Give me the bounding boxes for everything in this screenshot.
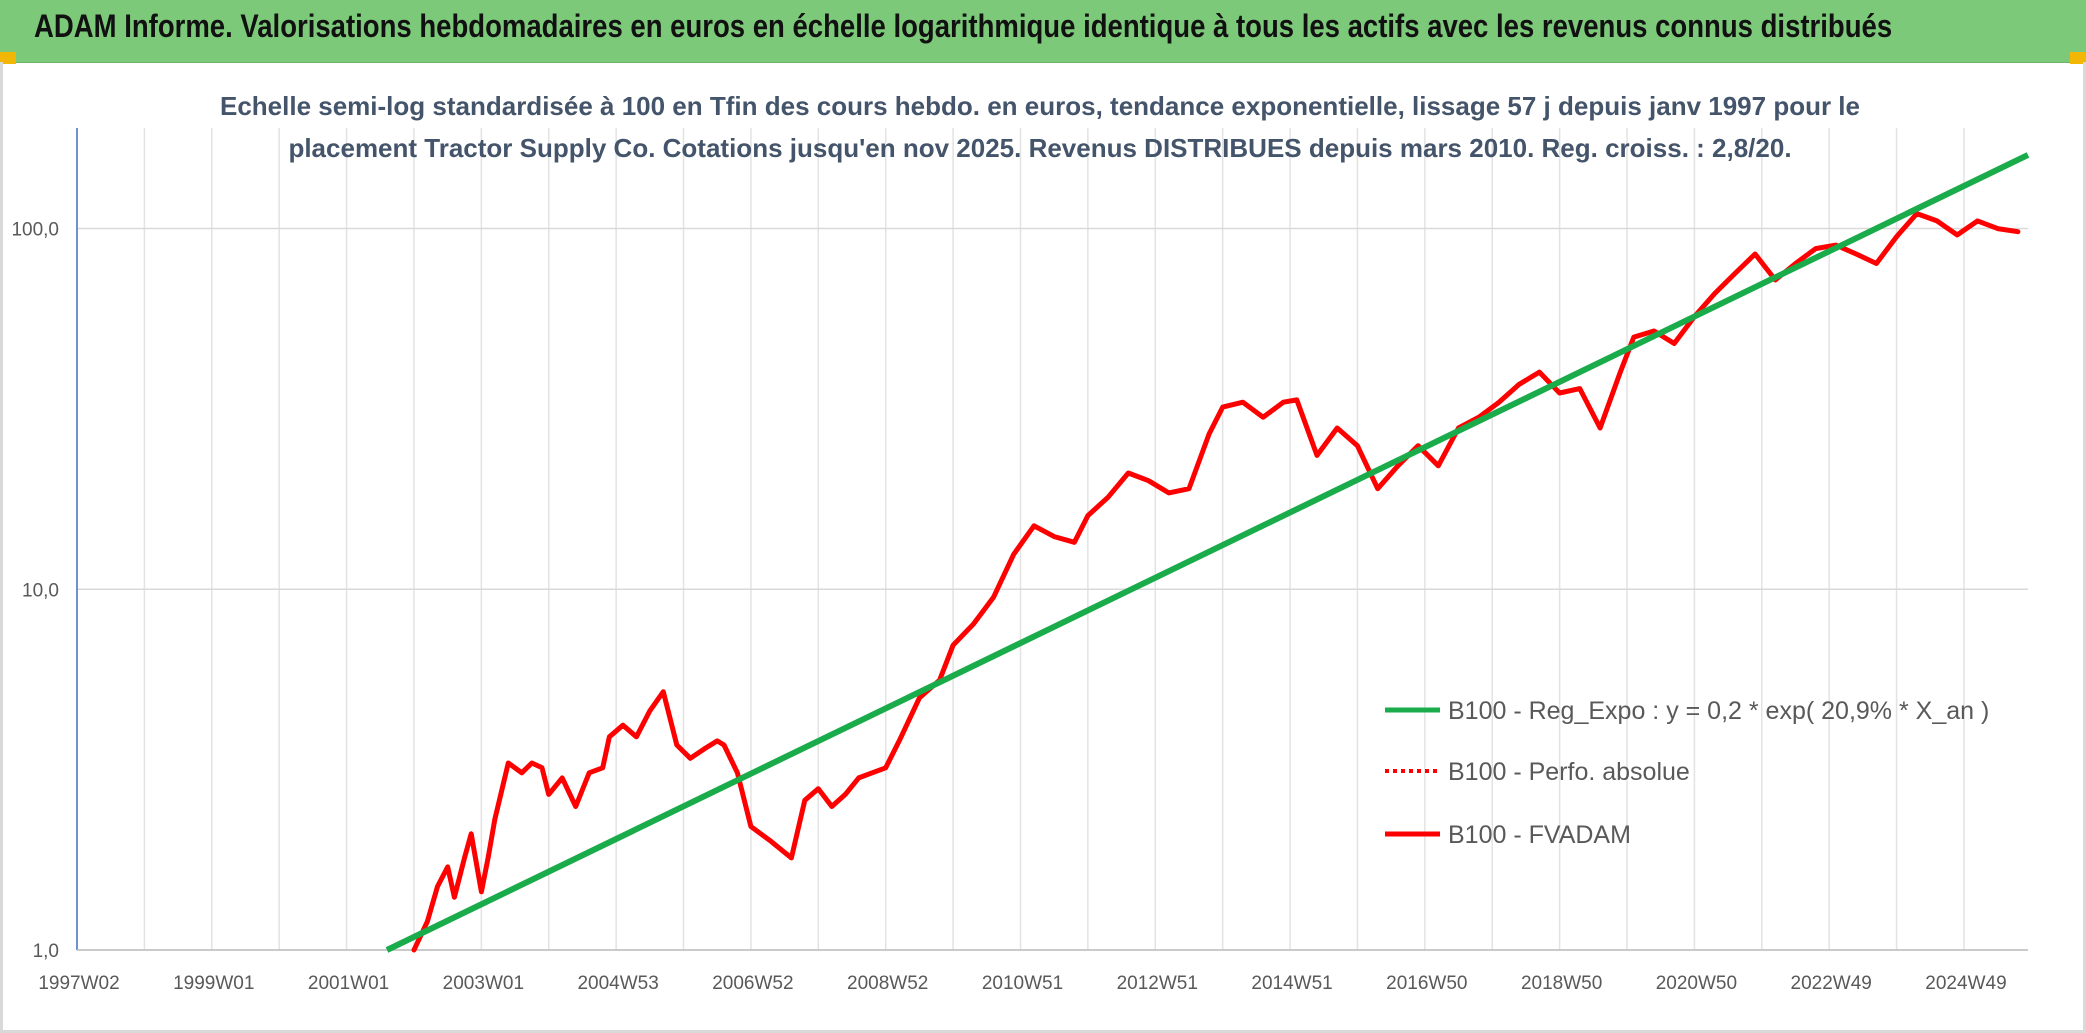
chart-title-line-2: placement Tractor Supply Co. Cotations j… [288, 133, 1791, 163]
x-tick-label: 2010W51 [982, 973, 1063, 994]
y-tick-label: 10,0 [22, 580, 59, 601]
legend-label-trend: B100 - Reg_Expo : y = 0,2 * exp( 20,9% *… [1448, 697, 1989, 725]
y-tick-label: 100,0 [11, 220, 59, 241]
legend-label-fvadam: B100 - FVADAM [1448, 821, 1631, 849]
x-tick-label: 1999W01 [173, 973, 254, 994]
corner-accent-left [0, 52, 16, 64]
legend-label-perfo: B100 - Perfo. absolue [1448, 758, 1690, 786]
x-tick-label: 2024W49 [1925, 973, 2006, 994]
x-tick-labels: 1997W02 1999W01 2001W01 2003W01 2004W53 2006W… [38, 973, 2006, 994]
x-tick-label: 2022W49 [1791, 973, 1872, 994]
y-tick-label: 1,0 [33, 941, 59, 962]
corner-accent-right [2070, 52, 2086, 64]
fvadam-series-line [411, 211, 2021, 953]
x-tick-label: 2020W50 [1656, 973, 1737, 994]
x-tick-label: 2018W50 [1521, 973, 1602, 994]
x-tick-label: 2012W51 [1117, 973, 1198, 994]
x-tick-label: 2006W52 [712, 973, 793, 994]
report-title: ADAM Informe. Valorisations hebdomadaire… [34, 8, 1893, 44]
report-banner: ADAM Informe. Valorisations hebdomadaire… [0, 0, 2086, 63]
y-tick-labels: 1,0 10,0 100,0 [11, 220, 59, 962]
x-tick-label: 2014W51 [1251, 973, 1332, 994]
x-tick-label: 2016W50 [1386, 973, 1467, 994]
chart-area [0, 62, 2086, 1033]
chart-title-line-1: Echelle semi-log standardisée à 100 en T… [220, 91, 1860, 121]
x-tick-label: 2003W01 [443, 973, 524, 994]
x-tick-label: 2004W53 [577, 973, 658, 994]
x-tick-label: 2001W01 [308, 973, 389, 994]
x-tick-label: 1997W02 [38, 973, 119, 994]
vertical-grid [76, 128, 1965, 950]
x-tick-label: 2008W52 [847, 973, 928, 994]
horizontal-grid [77, 227, 2028, 951]
legend: B100 - Reg_Expo : y = 0,2 * exp( 20,9% *… [1385, 697, 1989, 849]
trend-series-line [385, 152, 2030, 953]
